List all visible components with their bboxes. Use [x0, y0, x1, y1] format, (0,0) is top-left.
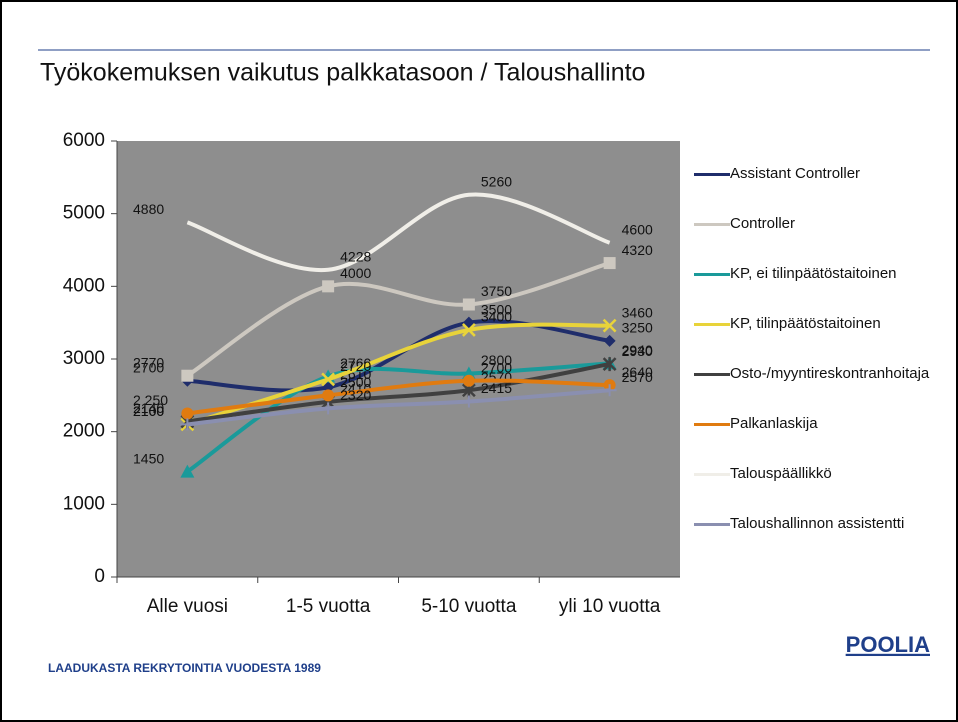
y-tick-label: 5000 [63, 203, 105, 224]
legend-label: Palkanlaskija [730, 415, 818, 432]
x-tick-label: Alle vuosi [147, 596, 228, 617]
legend-swatch [694, 265, 730, 283]
marker [180, 464, 195, 478]
y-tick-label: 3000 [63, 348, 105, 369]
marker [462, 374, 475, 387]
chart-title: Työkokemuksen vaikutus palkkatasoon / Ta… [40, 59, 645, 87]
legend-item: Talouspäällikkö [694, 465, 944, 515]
data-label: 2700 [481, 360, 512, 376]
data-label: 2415 [481, 380, 512, 396]
data-label: 5260 [481, 173, 512, 189]
series-line [186, 361, 610, 474]
marker [462, 298, 475, 311]
marker [181, 407, 194, 420]
legend-label: Assistant Controller [730, 165, 861, 182]
legend-item: KP, ei tilinpäätöstaitoinen [694, 265, 944, 315]
marker [461, 395, 476, 408]
data-label: 4000 [340, 265, 371, 281]
legend-label: Taloushallinnon assistentti [730, 515, 905, 532]
y-tick-label: 0 [94, 566, 105, 587]
legend-swatch [694, 415, 730, 433]
data-label: 4600 [622, 221, 653, 237]
data-label: 4228 [340, 248, 371, 264]
legend-item: Palkanlaskija [694, 415, 944, 465]
legend-label: KP, ei tilinpäätöstaitoinen [730, 265, 897, 282]
x-tick-label: 1-5 vuotta [286, 596, 371, 617]
data-label: 3460 [622, 304, 653, 320]
data-label: 2720 [340, 358, 371, 374]
y-tick-label: 6000 [63, 130, 105, 151]
marker [603, 334, 616, 347]
data-label: 2700 [133, 360, 164, 376]
legend-label: KP, tilinpäätöstaitoinen [730, 315, 881, 332]
legend-swatch [694, 315, 730, 333]
data-label: 3400 [481, 309, 512, 325]
legend-item: Taloushallinnon assistentti [694, 515, 944, 565]
data-label: 2640 [622, 364, 653, 380]
legend-swatch [694, 515, 730, 533]
marker [602, 384, 617, 397]
data-label: 2800 [481, 352, 512, 368]
marker [181, 369, 194, 382]
legend-label: Talouspäällikkö [730, 465, 832, 482]
marker [322, 280, 335, 293]
data-label: 3750 [481, 283, 512, 299]
data-label: 2100 [133, 403, 164, 419]
data-label: 4880 [133, 201, 164, 217]
legend: Assistant Controller Controller KP, ei til… [694, 165, 944, 565]
data-label: 4320 [622, 242, 653, 258]
logo: POOLIA [846, 632, 930, 657]
series-line [186, 192, 611, 273]
marker [321, 402, 336, 415]
series-line [187, 378, 610, 416]
data-label: 2570 [622, 369, 653, 385]
data-label: 2940 [622, 342, 653, 358]
legend-item: KP, tilinpäätöstaitoinen [694, 315, 944, 365]
data-label: 2770 [133, 354, 164, 370]
marker [180, 418, 195, 431]
legend-item: Assistant Controller [694, 165, 944, 215]
data-label: 2 250 [133, 392, 168, 408]
series-line [186, 261, 611, 378]
x-tick-label: yli 10 vuotta [559, 596, 661, 617]
data-label: 2140 [133, 400, 164, 416]
legend-swatch [694, 465, 730, 483]
marker [461, 323, 476, 337]
data-label: 3500 [481, 301, 512, 317]
legend-item: Osto-/myyntireskontranhoitaja [694, 365, 944, 415]
series-line [187, 362, 610, 424]
marker [602, 357, 617, 372]
legend-item: Controller [694, 215, 944, 265]
legend-swatch [694, 165, 730, 183]
data-label: 3250 [622, 320, 653, 336]
x-tick-label: 5-10 vuotta [421, 596, 516, 617]
legend-label: Controller [730, 215, 796, 232]
marker [602, 318, 617, 333]
data-label: 2320 [340, 387, 371, 403]
marker [603, 257, 616, 270]
legend-swatch [694, 215, 730, 233]
y-tick-label: 1000 [63, 493, 105, 514]
data-label: 1450 [133, 450, 164, 466]
footer: LAADUKASTA REKRYTOINTIA VUODESTA 1989 [48, 661, 321, 675]
legend-swatch [694, 365, 730, 383]
data-label: 2930 [622, 343, 653, 359]
plot-area [117, 141, 680, 577]
y-tick-label: 2000 [63, 421, 105, 442]
marker [322, 389, 335, 402]
data-label: 2500 [340, 374, 371, 390]
series-line [187, 388, 610, 427]
data-label: 2100 [133, 403, 164, 419]
legend-label: Osto-/myyntireskontranhoitaja [730, 365, 930, 382]
y-tick-label: 4000 [63, 275, 105, 296]
marker [321, 372, 336, 387]
